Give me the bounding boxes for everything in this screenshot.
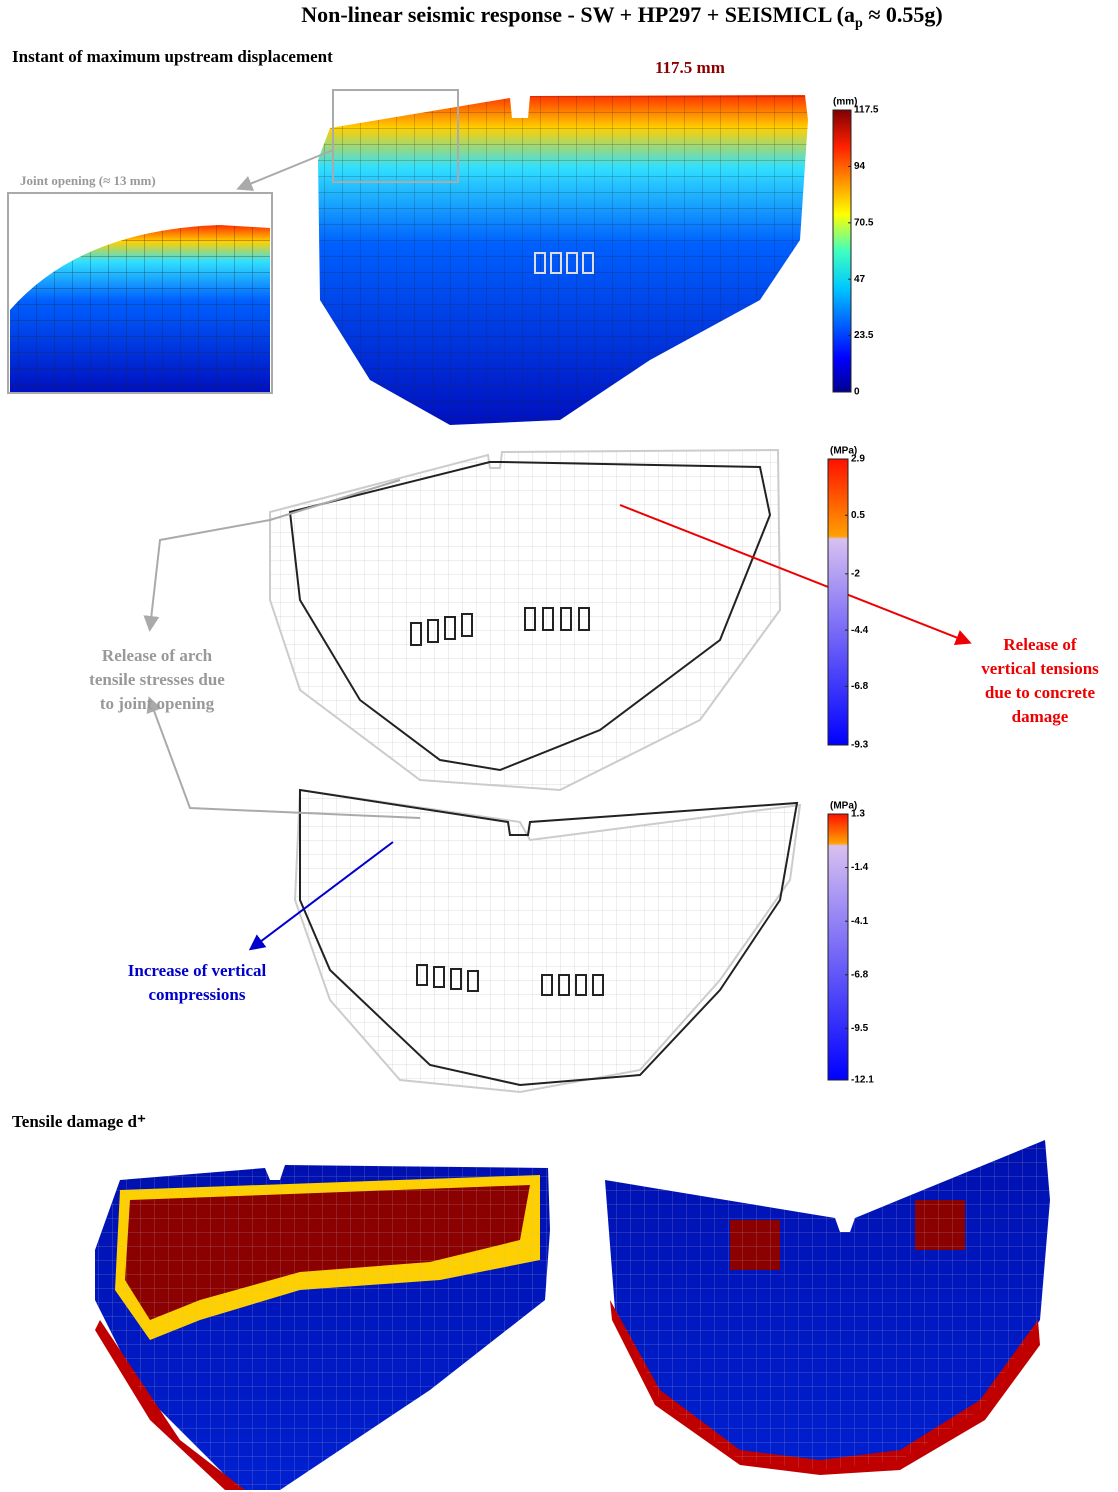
colorbar-tick-label: -2 bbox=[851, 569, 860, 580]
annotation-line: Release of arch bbox=[102, 646, 213, 665]
colorbar bbox=[833, 110, 851, 392]
colorbar bbox=[828, 459, 848, 745]
figure: Non-linear seismic response - SW + HP297… bbox=[0, 0, 1118, 1492]
colorbar-tick-label: 0 bbox=[854, 387, 860, 398]
annotation-line: to joint opening bbox=[100, 694, 215, 713]
section-heading: Instant of maximum upstream displacement bbox=[12, 47, 333, 66]
colorbar-tick-label: 23.5 bbox=[854, 330, 874, 341]
inset bbox=[8, 193, 272, 393]
vertical-stress-dam bbox=[295, 790, 800, 1092]
colorbar-tick-label: -9.3 bbox=[851, 740, 869, 751]
arch-stress-dam bbox=[270, 450, 780, 790]
annotation-line: Increase of vertical bbox=[128, 961, 267, 980]
damage-dam-right bbox=[605, 1140, 1050, 1475]
title: Non-linear seismic response - SW + HP297… bbox=[301, 2, 942, 31]
colorbar-tick-label: -9.5 bbox=[851, 1023, 869, 1034]
colorbar-tick-label: 2.9 bbox=[851, 454, 865, 465]
colorbar bbox=[828, 814, 848, 1080]
dam-mesh bbox=[318, 95, 808, 425]
section-heading: Tensile damage d⁺ bbox=[12, 1112, 146, 1131]
peak-label: 117.5 mm bbox=[655, 58, 725, 77]
colorbar-tick-label: 1.3 bbox=[851, 809, 865, 820]
colorbar-tick-label: 70.5 bbox=[854, 217, 874, 228]
annotation-line: due to concrete bbox=[985, 683, 1096, 702]
colorbar-tick-label: -4.4 bbox=[851, 625, 869, 636]
colorbar-tick-label: 94 bbox=[854, 161, 866, 172]
colorbar-tick-label: -1.4 bbox=[851, 862, 869, 873]
colorbar-tick-label: 0.5 bbox=[851, 510, 865, 521]
annotation-line: tensile stresses due bbox=[89, 670, 225, 689]
colorbar-tick-label: -6.8 bbox=[851, 969, 869, 980]
page: Non-linear seismic response - SW + HP297… bbox=[0, 0, 1118, 1492]
colorbar-tick-label: -4.1 bbox=[851, 916, 869, 927]
damage-dam-left bbox=[95, 1165, 550, 1490]
colorbar-tick-label: -12.1 bbox=[851, 1075, 874, 1086]
colorbar-tick-label: 117.5 bbox=[854, 105, 879, 116]
annotation-line: compressions bbox=[149, 985, 246, 1004]
inset-label: Joint opening (≈ 13 mm) bbox=[20, 173, 156, 188]
annotation-line: Release of bbox=[1003, 635, 1077, 654]
annotation-line: vertical tensions bbox=[981, 659, 1099, 678]
colorbar-tick-label: -6.8 bbox=[851, 681, 869, 692]
annotation-line: damage bbox=[1012, 707, 1069, 726]
colorbars: (mm)117.59470.54723.50(MPa)2.90.5-2-4.4-… bbox=[828, 97, 879, 1086]
colorbar-tick-label: 47 bbox=[854, 274, 866, 285]
